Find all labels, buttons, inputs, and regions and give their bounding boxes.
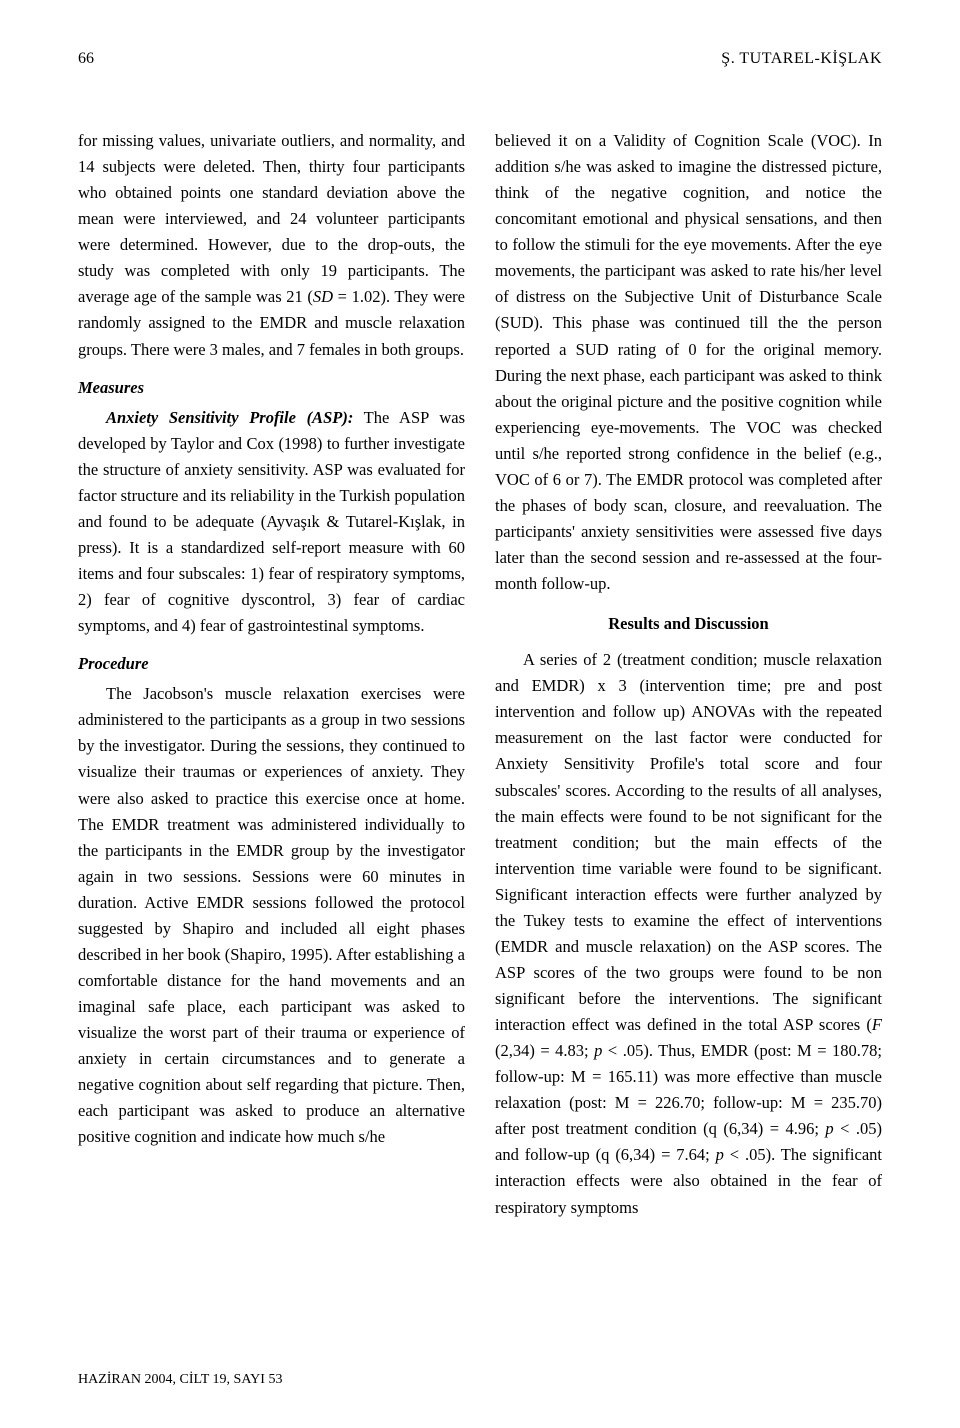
body-paragraph: believed it on a Validity of Cognition S… — [495, 128, 882, 597]
body-paragraph: The Jacobson's muscle relaxation exercis… — [78, 681, 465, 1150]
stat-abbrev: SD — [313, 287, 333, 306]
body-text: for missing values, univariate outliers,… — [78, 131, 465, 306]
body-paragraph: Anxiety Sensitivity Profile (ASP): The A… — [78, 405, 465, 640]
page-footer: HAZİRAN 2004, CİLT 19, SAYI 53 — [78, 1372, 282, 1388]
right-column: believed it on a Validity of Cognition S… — [495, 128, 882, 1221]
stat-abbrev: F — [872, 1015, 882, 1034]
body-text: (2,34) = 4.83; — [495, 1041, 594, 1060]
page-number: 66 — [78, 50, 94, 68]
page-header: 66 Ş. TUTAREL-KİŞLAK — [78, 50, 882, 68]
stat-abbrev: p — [716, 1145, 724, 1164]
section-heading-procedure: Procedure — [78, 651, 465, 677]
section-heading-results: Results and Discussion — [495, 611, 882, 637]
runin-heading-asp: Anxiety Sensitivity Profile (ASP): — [106, 408, 353, 427]
section-heading-measures: Measures — [78, 375, 465, 401]
author-name: Ş. TUTAREL-KİŞLAK — [721, 50, 882, 68]
body-text: The ASP was developed by Taylor and Cox … — [78, 408, 465, 636]
body-paragraph: for missing values, univariate outliers,… — [78, 128, 465, 363]
body-text: A series of 2 (treatment condition; musc… — [495, 650, 882, 1034]
body-paragraph: A series of 2 (treatment condition; musc… — [495, 647, 882, 1220]
text-columns: for missing values, univariate outliers,… — [78, 128, 882, 1221]
left-column: for missing values, univariate outliers,… — [78, 128, 465, 1221]
stat-abbrev: p — [825, 1119, 833, 1138]
